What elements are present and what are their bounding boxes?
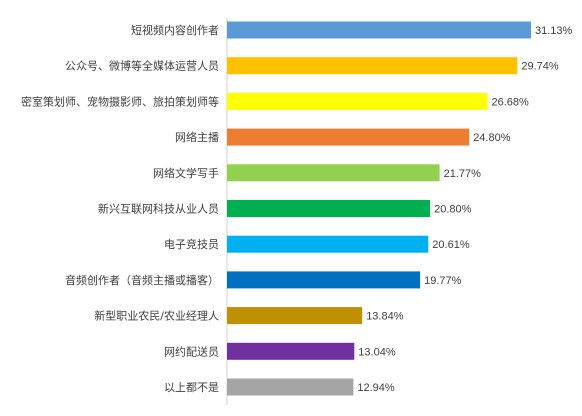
value-label: 12.94% (357, 382, 395, 394)
bar (227, 271, 421, 289)
value-label: 24.80% (473, 132, 511, 144)
value-label: 20.61% (432, 239, 470, 251)
category-label: 公众号、微博等全媒体运营人员 (65, 59, 219, 73)
value-label: 26.68% (492, 96, 530, 108)
bar (227, 21, 531, 39)
bar (227, 200, 431, 217)
value-label: 31.13% (535, 25, 573, 37)
category-label: 网约配送员 (164, 344, 219, 358)
bar (227, 128, 470, 146)
value-label: 21.77% (444, 168, 482, 180)
value-label: 13.04% (358, 346, 396, 358)
value-label: 20.80% (434, 204, 472, 216)
value-label: 29.74% (521, 61, 559, 73)
category-label: 网络文学写手 (153, 166, 219, 180)
bar (227, 164, 440, 182)
category-label: 密室策划师、宠物摄影师、旅拍策划师等 (21, 94, 219, 108)
value-label: 19.77% (424, 275, 462, 287)
category-label: 电子竞技员 (164, 237, 219, 251)
bars-group: 短视频内容创作者 31.13% 公众号、微博等全媒体运营人员 29.74% 密室策划师、… (21, 21, 573, 396)
bar (227, 378, 354, 396)
bar (227, 57, 518, 75)
bar (227, 342, 355, 360)
category-label: 音频创作者（音频主播或播客） (65, 273, 219, 287)
bar (227, 92, 488, 110)
category-label: 以上都不是 (164, 381, 219, 394)
bar (227, 307, 363, 325)
category-label: 网络主播 (175, 130, 219, 144)
value-label: 13.84% (366, 311, 404, 323)
category-label: 短视频内容创作者 (131, 23, 219, 37)
bar (227, 235, 429, 253)
category-label: 新兴互联网科技从业人员 (98, 202, 219, 216)
category-label: 新型职业农民/农业经理人 (94, 309, 219, 323)
